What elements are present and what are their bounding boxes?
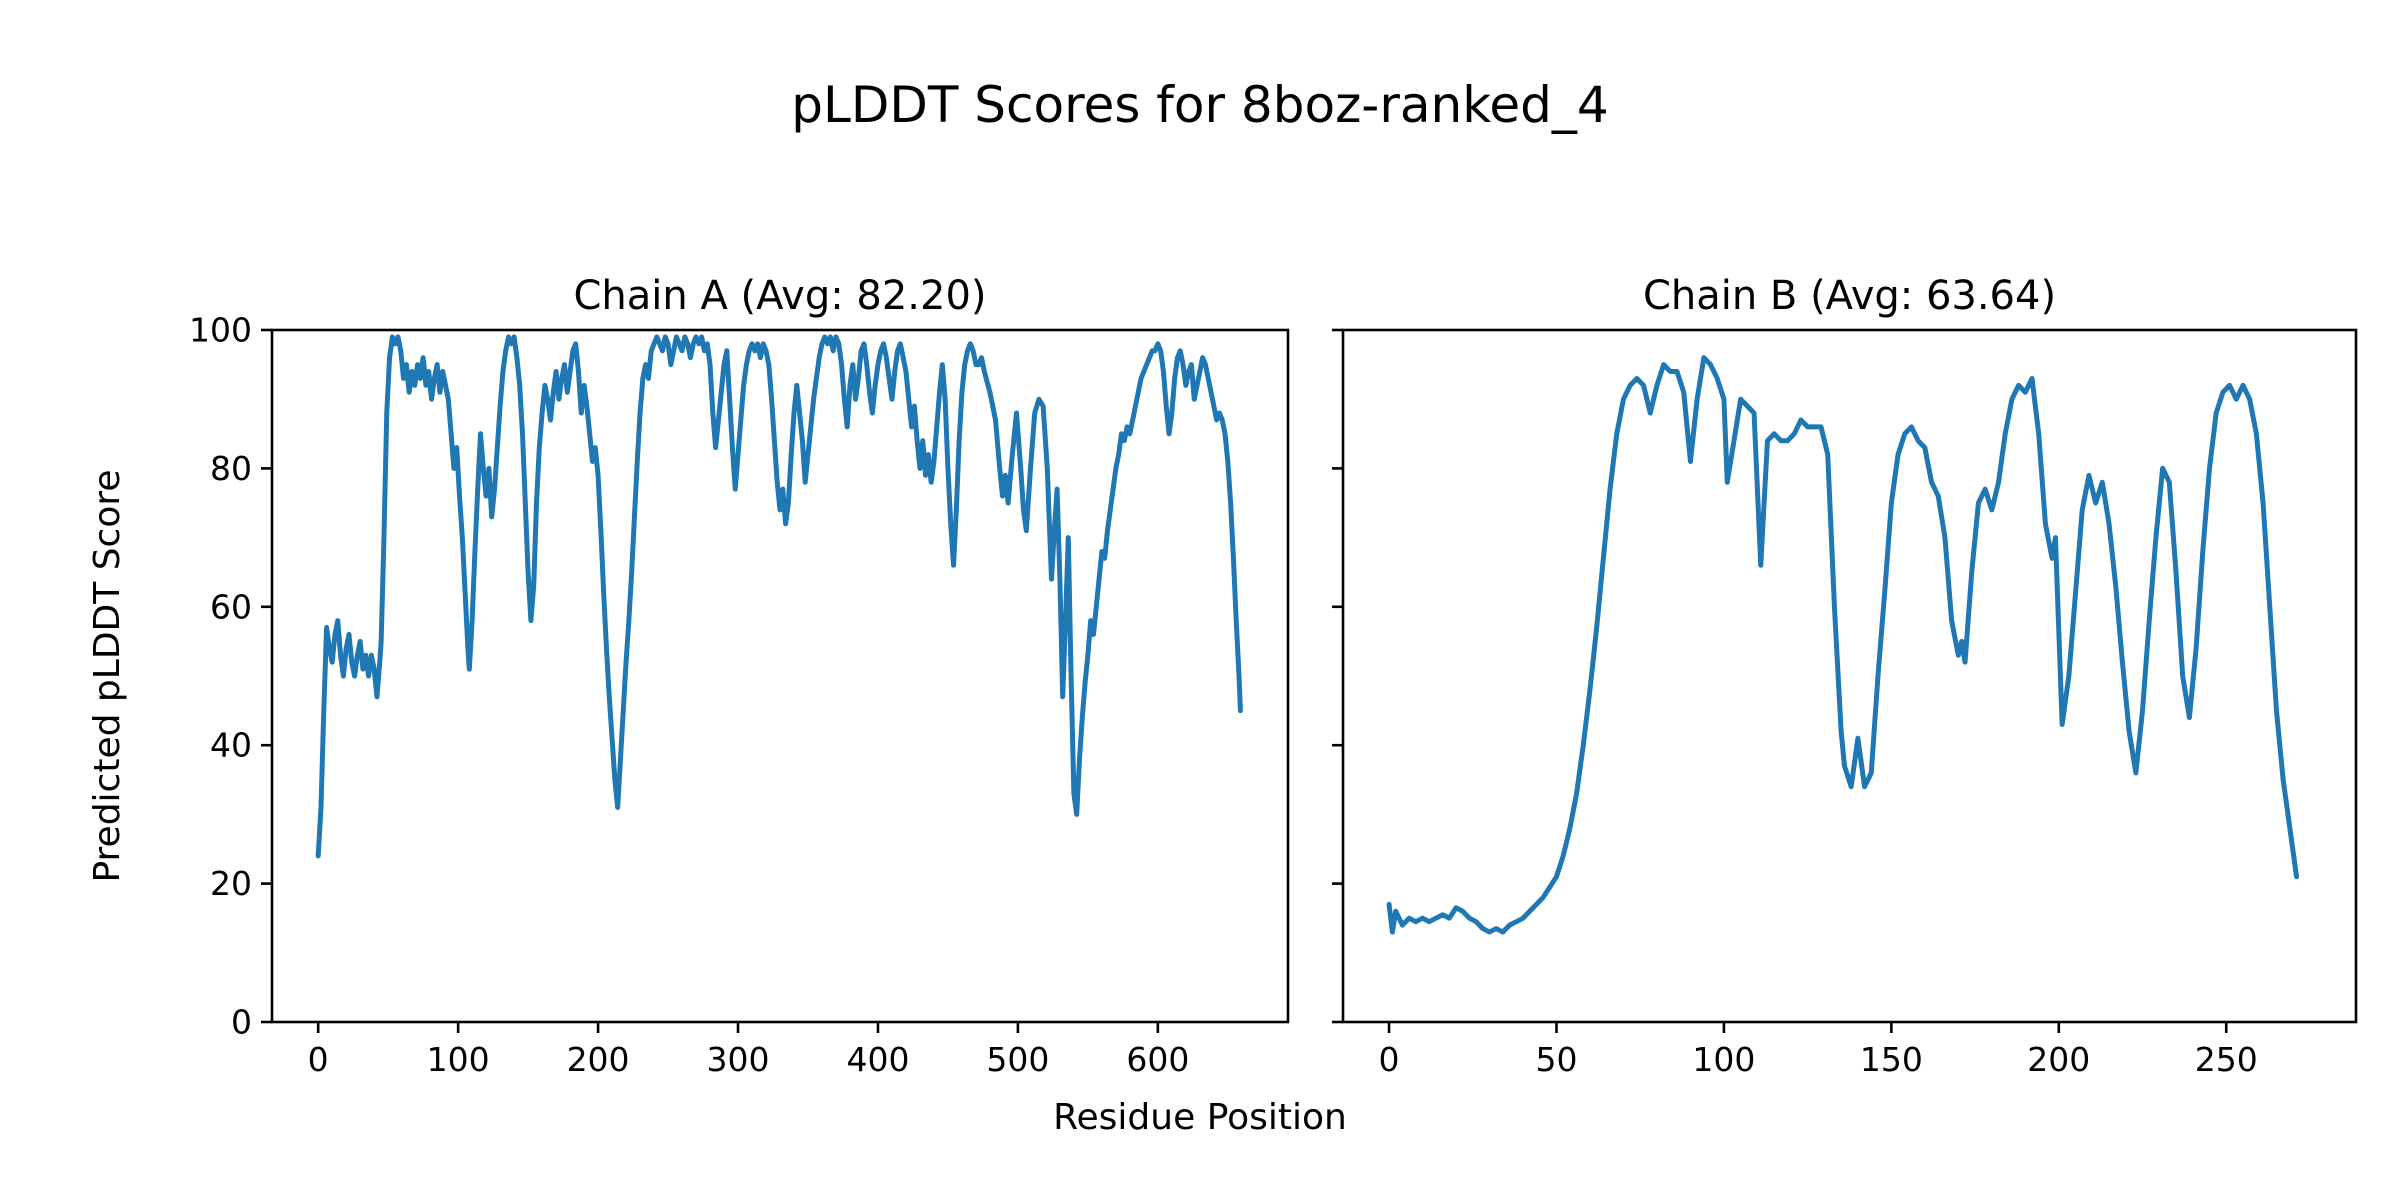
x-tick-label: 200 xyxy=(2027,1040,2090,1079)
x-axis-label: Residue Position xyxy=(1053,1097,1347,1138)
chain-b-plot: 0 50 100 150 200 250 xyxy=(1332,328,2358,1079)
x-tick-label: 50 xyxy=(1535,1040,1577,1079)
chain-a-title: Chain A (Avg: 82.20) xyxy=(573,273,987,319)
x-tick-label: 100 xyxy=(427,1040,490,1079)
x-tick-label: 0 xyxy=(308,1040,329,1079)
y-tick-label: 100 xyxy=(189,311,252,350)
plddt-line xyxy=(1386,355,2300,935)
x-tick-label: 400 xyxy=(846,1040,909,1079)
axes-frame xyxy=(1341,328,2358,1024)
plddt-line xyxy=(315,334,1243,859)
chart-canvas: 0 100 200 300 400 500 600 0 20 40 60 80 100 xyxy=(189,311,1290,1079)
axes-frame xyxy=(270,328,1290,1024)
x-tick-label: 600 xyxy=(1126,1040,1189,1079)
x-tick-label: 250 xyxy=(2195,1040,2258,1079)
figure-title: pLDDT Scores for 8boz-ranked_4 xyxy=(791,76,1609,134)
y-tick-label: 80 xyxy=(210,449,252,488)
chain-b-title: Chain B (Avg: 63.64) xyxy=(1642,273,2057,319)
x-tick-label: 100 xyxy=(1692,1040,1755,1079)
x-tick-label: 500 xyxy=(986,1040,1049,1079)
y-tick-label: 20 xyxy=(210,864,252,903)
chain-a-plot: 0 100 200 300 400 500 600 0 20 40 60 80 100 xyxy=(189,311,1290,1079)
x-tick-label: 0 xyxy=(1379,1040,1400,1079)
chart-canvas: 0 50 100 150 200 250 xyxy=(1332,328,2358,1079)
x-tick-label: 200 xyxy=(567,1040,630,1079)
y-tick-label: 0 xyxy=(231,1003,252,1042)
y-tick-label: 40 xyxy=(210,726,252,765)
x-tick-label: 150 xyxy=(1860,1040,1923,1079)
y-tick-label: 60 xyxy=(210,587,252,626)
y-axis-label: Predicted pLDDT Score xyxy=(87,469,128,883)
x-tick-label: 300 xyxy=(707,1040,770,1079)
